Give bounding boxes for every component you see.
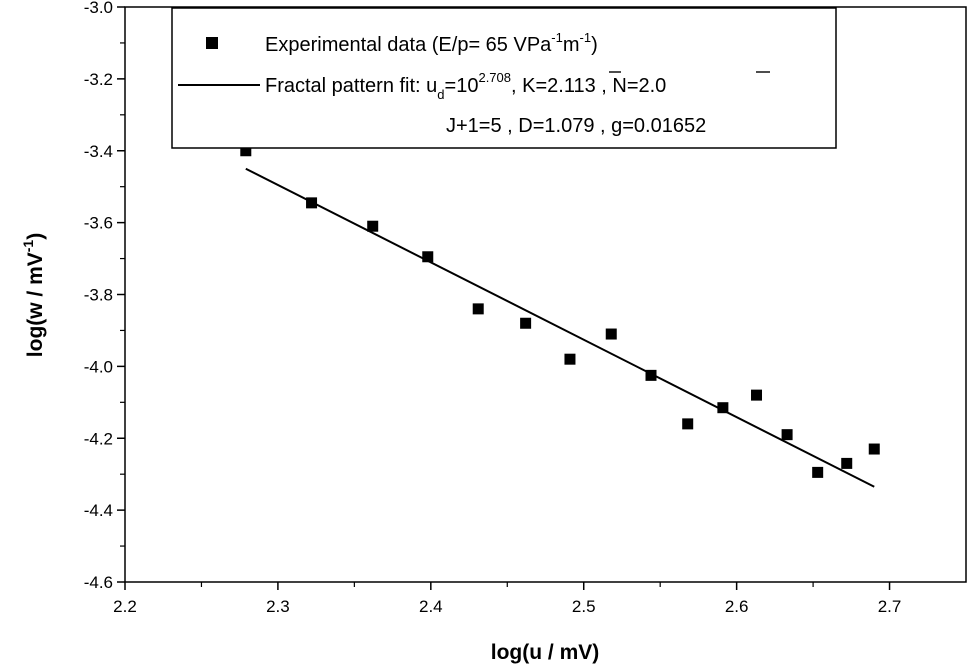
y-tick-label: -4.4 [84, 501, 113, 520]
data-point [841, 457, 853, 469]
y-tick-label: -4.2 [84, 429, 113, 448]
data-point [717, 402, 729, 414]
y-axis-title: log(w / mV-1) [20, 233, 47, 357]
data-point [645, 369, 657, 381]
x-tick-label: 2.6 [725, 597, 749, 616]
data-point [306, 197, 318, 209]
data-point [472, 303, 484, 315]
legend-fit-label: Fractal pattern fit: ud=102.708, K=2.113… [265, 70, 666, 102]
x-tick-label: 2.4 [419, 597, 443, 616]
legend: Experimental data (E/p= 65 VPa-1m-1) Fra… [171, 7, 837, 149]
y-tick-label: -4.0 [84, 357, 113, 376]
data-point [682, 418, 694, 430]
x-tick-label: 2.3 [266, 597, 290, 616]
data-point [367, 220, 379, 232]
data-point [520, 317, 532, 329]
data-point [751, 389, 763, 401]
legend-scatter-label: Experimental data (E/p= 65 VPa-1m-1) [265, 30, 598, 56]
y-tick-label: -4.6 [84, 573, 113, 592]
legend-fit-params: J+1=5 , D=1.079 , g=0.01652 [446, 115, 706, 137]
legend-box [171, 7, 837, 149]
y-tick-label: -3.0 [84, 0, 113, 17]
x-tick-label: 2.5 [572, 597, 596, 616]
data-point [868, 443, 880, 455]
legend-scatter-symbol [206, 37, 218, 49]
data-point [564, 353, 576, 365]
data-point [812, 466, 824, 478]
y-tick-label: -3.4 [84, 142, 113, 161]
data-point [781, 429, 793, 441]
y-axis-ticks: -4.6 -4.4 -4.2 -4.0 -3.8 -3.6 -3.4 -3.2 -3.0 [84, 0, 125, 592]
data-points [240, 145, 880, 478]
y-tick-label: -3.2 [84, 70, 113, 89]
y-tick-label: -3.6 [84, 214, 113, 233]
x-axis-ticks: 2.2 2.3 2.4 2.5 2.6 2.7 [113, 582, 901, 616]
data-point [605, 328, 617, 340]
y-tick-label: -3.8 [84, 286, 113, 305]
fit-line [245, 167, 875, 488]
data-point [422, 251, 434, 263]
x-axis-title: log(u / mV) [491, 641, 600, 664]
x-tick-label: 2.7 [878, 597, 902, 616]
x-tick-label: 2.2 [113, 597, 137, 616]
data-point [240, 145, 252, 157]
